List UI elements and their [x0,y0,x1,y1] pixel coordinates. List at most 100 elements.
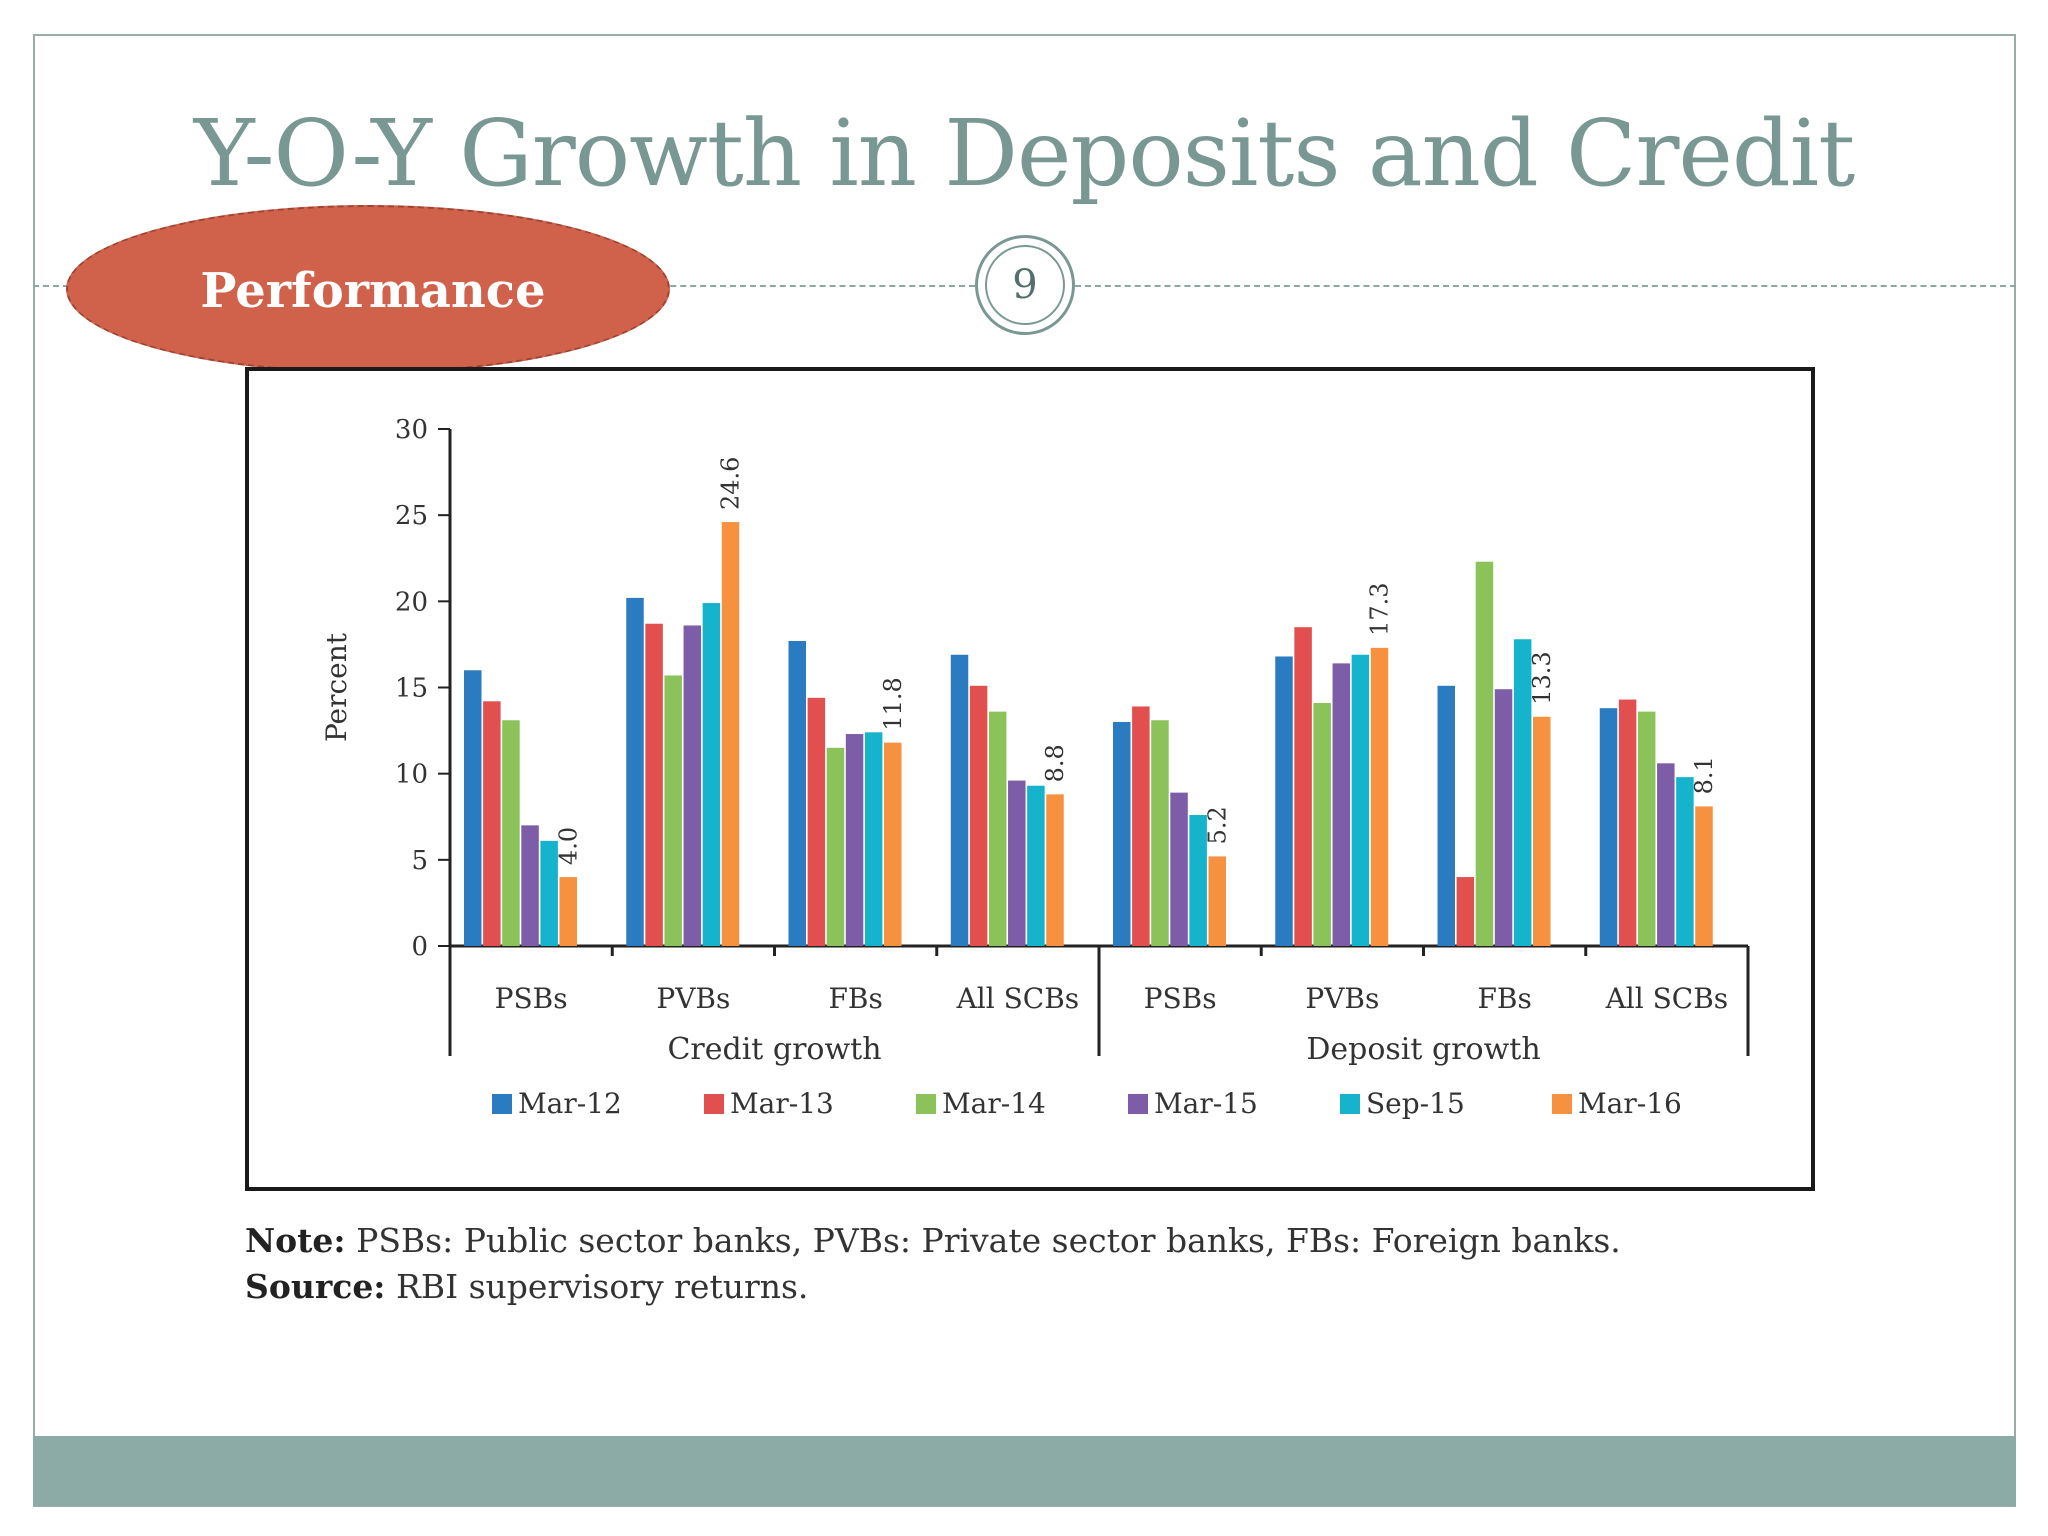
data-label: 24.6 [717,457,745,510]
bar [721,522,740,946]
bar [1151,720,1169,946]
bar [807,697,826,946]
category-label: PSBs [1144,982,1217,1015]
y-tick-label: 25 [395,501,428,531]
bar [1533,716,1551,946]
legend-swatch [1340,1094,1360,1114]
bar [1275,656,1293,946]
bar [1294,627,1312,946]
bar [540,840,558,946]
bar-chart: 0 5 10 15 20 25 30 Percent 4.0 24.6 11.8 8.8 5.2 17.3… [320,415,1750,1120]
data-label: 11.8 [879,677,907,730]
bar [969,685,988,946]
group-label: Credit growth [667,1032,881,1067]
divider-right [1075,285,2016,287]
bar [1657,763,1675,946]
bar [1113,721,1131,946]
bar [1494,689,1513,946]
data-label: 13.3 [1528,651,1556,704]
bar [950,654,969,946]
note-text: PSBs: Public sector banks, PVBs: Private… [356,1221,1621,1260]
legend-label: Mar-15 [1154,1087,1258,1120]
bar [1208,856,1226,946]
bar [1437,685,1455,946]
legend-label: Mar-12 [518,1087,622,1120]
slide-frame [33,34,2016,1507]
bar [702,603,721,946]
bar [1046,794,1064,946]
chart-container: 0 5 10 15 20 25 30 Percent 4.0 24.6 11.8 8.8 5.2 17.3… [245,367,1815,1191]
bar [502,720,520,946]
y-tick-label: 5 [411,846,428,876]
bar [1370,647,1389,946]
category-label: FBs [828,982,882,1015]
category-label: PVBs [1305,982,1379,1015]
chart-note: Note: PSBs: Public sector banks, PVBs: P… [245,1218,1845,1310]
bar [626,597,644,946]
data-label: 8.8 [1041,744,1069,782]
y-tick-label: 15 [395,674,428,704]
section-badge: Performance [66,205,670,373]
bar [1513,639,1532,946]
bar [1008,780,1026,946]
source-label: Source: [245,1267,386,1306]
data-label: 8.1 [1690,756,1718,794]
bar [1189,815,1207,946]
bar [1618,699,1637,946]
note-line: Note: PSBs: Public sector banks, PVBs: P… [245,1218,1845,1264]
category-label: All SCBs [956,982,1080,1015]
y-tick-label: 10 [395,760,428,790]
data-label: 17.3 [1366,582,1394,635]
data-label: 5.2 [1203,806,1231,844]
note-label: Note: [245,1221,346,1260]
y-tick-label: 30 [395,415,428,445]
bar [521,825,539,946]
bar [464,670,482,946]
bar [1637,711,1656,946]
category-label: FBs [1477,982,1531,1015]
bar [1170,792,1188,946]
bar [1676,777,1694,946]
bar [1132,706,1150,946]
bar [559,877,577,946]
footer-band [33,1436,2016,1506]
bar [664,675,682,946]
bar [845,734,864,946]
legend-label: Mar-14 [942,1087,1046,1120]
bar [1027,785,1045,946]
section-badge-label: Performance [200,263,546,319]
slide-title: Y-O-Y Growth in Deposits and Credit [193,100,1855,207]
bar [1351,654,1370,946]
y-tick-label: 20 [395,587,428,617]
legend-swatch [1128,1094,1148,1114]
group-label: Deposit growth [1306,1032,1540,1067]
page-number-badge: 9 [975,235,1075,335]
source-line: Source: RBI supervisory returns. [245,1264,1845,1310]
category-label: PSBs [495,982,568,1015]
bar [864,732,883,946]
bar [826,747,845,946]
bar [1599,708,1618,946]
legend-label: Sep-15 [1366,1087,1465,1120]
bar [483,701,501,946]
category-label: All SCBs [1605,982,1729,1015]
data-label: 4.0 [554,827,582,865]
page-number: 9 [985,245,1065,325]
y-axis-label: Percent [320,632,353,742]
legend-swatch [704,1094,724,1114]
legend-swatch [916,1094,936,1114]
bar [988,711,1007,946]
bar [1695,806,1713,946]
legend-swatch [492,1094,512,1114]
source-text: RBI supervisory returns. [396,1267,809,1306]
legend-label: Mar-13 [730,1087,834,1120]
bar [1313,703,1331,946]
bar [1475,561,1494,946]
bar [884,742,902,946]
legend-label: Mar-16 [1578,1087,1682,1120]
legend-swatch [1552,1094,1572,1114]
y-tick-label: 0 [411,932,428,962]
bar [683,625,702,946]
bar [1456,877,1475,946]
bar [788,640,806,946]
